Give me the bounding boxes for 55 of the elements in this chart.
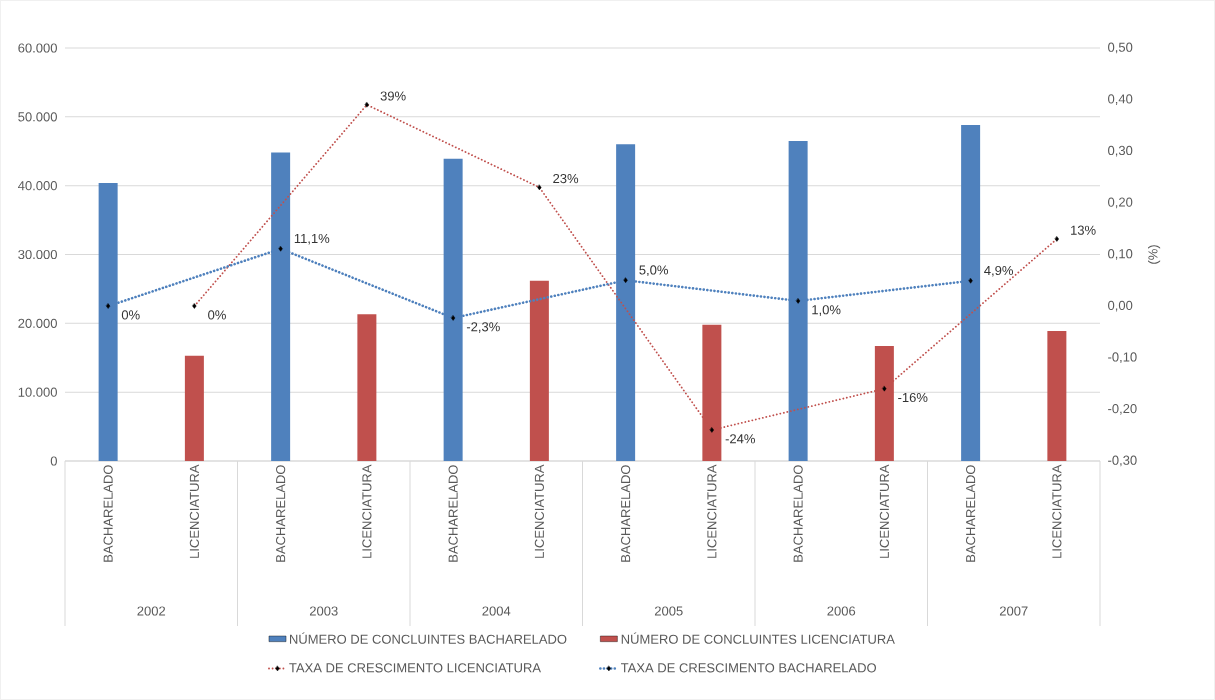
y2-tick-label: 0,30 bbox=[1108, 145, 1133, 157]
bar bbox=[529, 280, 549, 461]
y2-tick-label: 0,40 bbox=[1108, 94, 1133, 105]
y2-tick-label: 0,20 bbox=[1108, 197, 1133, 209]
x-tick-label: BACHARELADO bbox=[276, 465, 286, 562]
data-label: 4,9% bbox=[984, 265, 1013, 277]
y-tick-label: 60.000 bbox=[18, 43, 57, 53]
data-label: 5,0% bbox=[639, 265, 668, 277]
text: 2005 bbox=[654, 606, 683, 616]
x-tick-label: LICENCIATURA bbox=[362, 464, 372, 558]
data-label: 0% bbox=[208, 310, 226, 320]
y2-tick-label: 0,00 bbox=[1108, 300, 1133, 312]
bar bbox=[1047, 330, 1067, 461]
data-label: 0% bbox=[121, 310, 140, 320]
x-tick-label: LICENCIATURA bbox=[534, 464, 544, 558]
text: 2003 bbox=[309, 606, 338, 616]
bar bbox=[184, 355, 204, 461]
data-label: 1,0% bbox=[812, 305, 841, 316]
x-tick-label: LICENCIATURA bbox=[189, 464, 199, 558]
y-tick-label: 20.000 bbox=[18, 318, 57, 328]
y2-tick-label: -0,10 bbox=[1108, 352, 1137, 364]
y2-tick-label: -0,20 bbox=[1108, 403, 1137, 415]
bar bbox=[357, 314, 377, 461]
y-tick-label: 30.000 bbox=[18, 249, 57, 260]
data-label: -24% bbox=[725, 434, 755, 444]
text: 2002 bbox=[137, 606, 166, 616]
x-tick-label: LICENCIATURA bbox=[879, 464, 889, 558]
y2-tick-label: 0,50 bbox=[1108, 42, 1133, 54]
x-tick-label: BACHARELADO bbox=[966, 465, 976, 562]
x-tick-label: LICENCIATURA bbox=[1052, 464, 1062, 558]
data-label: 23% bbox=[553, 173, 579, 184]
legend-label: TAXA DE CRESCIMENTO BACHARELADO bbox=[621, 663, 877, 673]
x-tick-label: LICENCIATURA bbox=[707, 464, 717, 558]
y-tick-label: 10.000 bbox=[18, 387, 57, 397]
y2-tick-label: -0,30 bbox=[1108, 455, 1137, 467]
legend-label: NÚMERO DE CONCLUINTES LICENCIATURA bbox=[621, 632, 895, 644]
data-label: 39% bbox=[380, 91, 406, 101]
data-label: -2,3% bbox=[466, 322, 500, 333]
y-tick-label: 40.000 bbox=[18, 181, 57, 191]
x-tick-label: BACHARELADO bbox=[103, 465, 113, 562]
text: 2006 bbox=[827, 606, 856, 616]
x-tick-label: BACHARELADO bbox=[621, 465, 631, 562]
text: 2004 bbox=[482, 606, 511, 616]
text: 2007 bbox=[999, 606, 1028, 616]
data-label: -16% bbox=[898, 392, 928, 403]
y-tick-label: 50.000 bbox=[18, 112, 57, 122]
legend-label: NÚMERO DE CONCLUINTES BACHARELADO bbox=[290, 632, 567, 644]
y2-tick-label: 0,10 bbox=[1108, 249, 1133, 260]
data-label: 13% bbox=[1071, 225, 1096, 235]
x-tick-label: BACHARELADO bbox=[448, 465, 458, 562]
y2-axis-title: (%) bbox=[1148, 245, 1161, 264]
y-tick-label: 0 bbox=[50, 456, 57, 466]
data-label: 11,1% bbox=[294, 233, 330, 245]
x-tick-label: BACHARELADO bbox=[793, 465, 803, 562]
legend-label: TAXA DE CRESCIMENTO LICENCIATURA bbox=[289, 663, 541, 673]
